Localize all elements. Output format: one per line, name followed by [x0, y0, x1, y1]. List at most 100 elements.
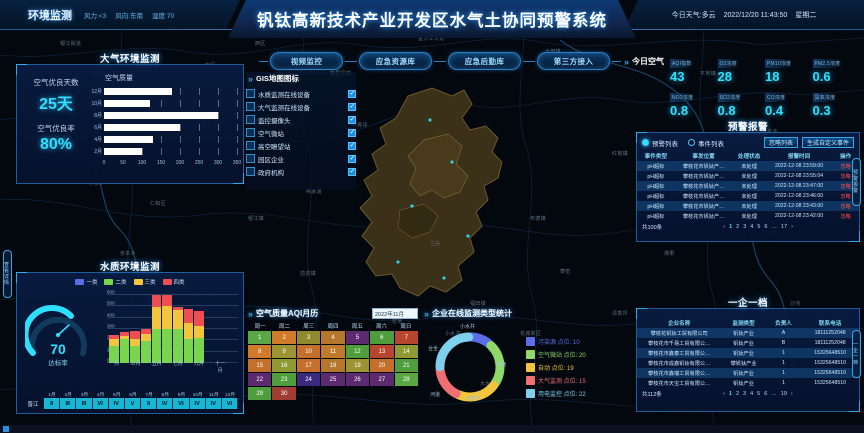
river-grade-cell[interactable]: Ⅱ [141, 398, 158, 409]
table-row[interactable]: 攀枝花市鑫瑞工贸有限公… 钒钛产业 1 15325648510 [637, 368, 859, 378]
calendar-day-cell[interactable]: 8 [248, 345, 272, 358]
calendar-day-cell[interactable]: 25 [321, 373, 345, 386]
taskbar[interactable] [0, 425, 864, 433]
table-row[interactable]: 攀枝花市天宝工贸有限公… 钒钛产业 1 15325648510 [637, 378, 859, 388]
row-action-ignore[interactable]: 忽略 [840, 173, 851, 180]
table-row[interactable]: pH超标 攀枝花市钒钛产… 未处理 2022-12-08 23:43:00 忽略 [637, 201, 859, 211]
calendar-day-cell[interactable]: 2 [272, 331, 296, 344]
table-row[interactable]: pH超标 攀枝花市钒钛产… 未处理 2022-12-08 23:55:04 忽略 [637, 171, 859, 181]
calendar-day-cell[interactable]: 5 [345, 331, 370, 344]
gis-layer-item-1[interactable]: 大气监测在线设备 [246, 100, 356, 113]
calendar-day-cell[interactable]: 24 [296, 373, 321, 386]
table-row[interactable]: pH超标 攀枝花市钒钛产… 未处理 2022-12-08 23:47:00 忽略 [637, 181, 859, 191]
month-select[interactable]: 2022年11月 [372, 308, 418, 319]
calendar-day-cell[interactable]: 10 [296, 345, 321, 358]
table-row[interactable]: 攀枝花钒钛工贸有限公司 钒钛产业 A 18111252048 [637, 328, 859, 338]
pager-next-button[interactable]: › [790, 391, 793, 397]
pager-page-…[interactable]: … [771, 391, 777, 397]
checkbox-icon[interactable] [348, 154, 356, 163]
checkbox-icon[interactable] [348, 128, 356, 137]
calendar-day-cell[interactable]: 13 [370, 345, 394, 358]
nav-item-resource[interactable]: 应急资源库 [359, 52, 432, 72]
ignore-list-button[interactable]: 忽略列表 [763, 137, 798, 148]
pager-page-19[interactable]: 19 [780, 391, 787, 397]
nav-button-logistics-label[interactable]: 应急后勤库 [448, 52, 521, 70]
radio-warning-list[interactable]: 预警列表 [642, 138, 678, 148]
side-tab-detail[interactable]: 查看详情 [3, 250, 12, 298]
pager-next-button[interactable]: › [791, 224, 793, 230]
donut-slice[interactable] [466, 332, 494, 349]
table-row[interactable]: pH超标 攀枝花市钒钛产… 未处理 2022-12-08 23:46:00 忽略 [637, 191, 859, 201]
legend-item[interactable]: 三类 [133, 278, 156, 286]
calendar-day-cell[interactable]: 6 [370, 331, 394, 344]
river-grade-cell[interactable]: Ⅳ [189, 398, 206, 409]
calendar-day-cell[interactable]: 15 [248, 359, 272, 372]
gis-layer-item-6[interactable]: 政府机构 [246, 165, 356, 178]
checkbox-icon[interactable] [348, 89, 356, 98]
start-button-icon[interactable] [3, 426, 9, 432]
pager-page-6[interactable]: 6 [764, 224, 768, 230]
legend-item[interactable]: 四类 [162, 278, 185, 286]
row-action-ignore[interactable]: 忽略 [840, 183, 851, 190]
calendar-day-cell[interactable]: 14 [394, 345, 418, 358]
radio-event-list[interactable]: 事件列表 [688, 138, 724, 148]
gis-layer-item-4[interactable]: 高空瞭望站 [246, 139, 356, 152]
donut-slice[interactable] [453, 381, 499, 402]
pager-page-…[interactable]: … [771, 224, 777, 230]
row-action-ignore[interactable]: 忽略 [840, 193, 851, 200]
calendar-day-cell[interactable]: 20 [370, 359, 394, 372]
nav-item-video[interactable]: 视频监控 [270, 52, 343, 72]
side-tab-enterprise[interactable]: 一企一档 [852, 330, 861, 378]
pager-page-6[interactable]: 6 [764, 391, 768, 397]
calendar-day-cell[interactable]: 30 [272, 387, 296, 400]
river-grade-cell[interactable]: Ⅵ [92, 398, 109, 409]
calendar-day-cell[interactable]: 22 [248, 373, 272, 386]
pager-prev-button[interactable]: ‹ [723, 391, 725, 397]
nav-button-resource-label[interactable]: 应急资源库 [359, 52, 432, 70]
calendar-day-cell[interactable]: 27 [370, 373, 394, 386]
row-action-ignore[interactable]: 忽略 [840, 213, 851, 220]
river-grade-cell[interactable]: Ⅳ [108, 398, 125, 409]
pager-page-1[interactable]: 1 [728, 391, 732, 397]
row-action-ignore[interactable]: 忽略 [840, 203, 851, 210]
pager-page-4[interactable]: 4 [750, 391, 754, 397]
pager-page-3[interactable]: 3 [743, 224, 747, 230]
nav-item-thirdparty[interactable]: 第三方接入 [537, 52, 610, 72]
legend-item[interactable]: 用电监控 点位: 22 [526, 387, 586, 400]
side-tab-alert[interactable]: 预警报警 [852, 158, 861, 206]
calendar-day-cell[interactable]: 9 [272, 345, 296, 358]
checkbox-icon[interactable] [348, 141, 356, 150]
gis-layer-item-3[interactable]: 空气微站 [246, 126, 356, 139]
river-grade-cell[interactable]: Ⅲ [60, 398, 77, 409]
gis-layer-item-0[interactable]: 水质监测在线设备 [246, 87, 356, 100]
legend-item[interactable]: 二类 [104, 278, 127, 286]
calendar-day-cell[interactable]: 21 [394, 359, 418, 372]
calendar-day-cell[interactable]: 7 [394, 331, 418, 344]
pager-page-2[interactable]: 2 [736, 224, 740, 230]
river-grade-cell[interactable]: Ⅵ [221, 398, 239, 409]
legend-item[interactable]: 污染源 点位: 10 [526, 335, 586, 348]
calendar-day-cell[interactable]: 28 [394, 373, 418, 386]
donut-slice[interactable] [435, 332, 474, 372]
calendar-day-cell[interactable]: 3 [296, 331, 321, 344]
legend-item[interactable]: 空气微站 点位: 20 [526, 348, 586, 361]
river-grade-cell[interactable]: Ⅵ [173, 398, 190, 409]
calendar-day-cell[interactable]: 29 [248, 387, 272, 400]
row-action-ignore[interactable]: 忽略 [840, 163, 851, 170]
calendar-day-cell[interactable]: 12 [345, 345, 370, 358]
pager-page-4[interactable]: 4 [750, 224, 754, 230]
river-grade-cell[interactable]: Ⅱ [44, 398, 61, 409]
calendar-day-cell[interactable]: 23 [272, 373, 296, 386]
calendar-day-cell[interactable]: 1 [248, 331, 272, 344]
donut-slice[interactable] [486, 341, 505, 388]
legend-item[interactable]: 大气监测 点位: 15 [526, 374, 586, 387]
pager-page-1[interactable]: 1 [729, 224, 733, 230]
calendar-day-cell[interactable]: 18 [321, 359, 345, 372]
table-row[interactable]: 攀枝花市千易工贸有限公… 钒钛产业 B 18111252048 [637, 338, 859, 348]
table-row[interactable]: 攀枝花市鑫泰工贸有限公… 钒钛产业 1 15325648510 [637, 348, 859, 358]
pager-page-3[interactable]: 3 [743, 391, 747, 397]
donut-slice[interactable] [435, 364, 461, 399]
calendar-day-cell[interactable]: 26 [345, 373, 370, 386]
pager-page-5[interactable]: 5 [757, 224, 761, 230]
table-row[interactable]: 攀枝花市成鑫钒钛有限公… 攀钒钛产业 1 15325648510 [637, 358, 859, 368]
